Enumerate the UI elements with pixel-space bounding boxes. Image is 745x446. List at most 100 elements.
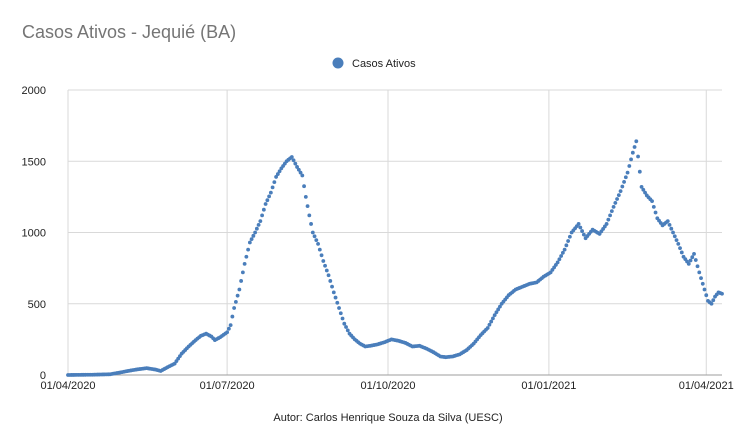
data-point (560, 250, 565, 255)
data-point (632, 145, 637, 149)
data-point (609, 209, 614, 214)
data-point (342, 321, 347, 326)
data-point (263, 202, 268, 206)
data-point (492, 313, 497, 318)
data-point (235, 293, 240, 298)
data-point (305, 204, 310, 209)
data-point (667, 223, 672, 227)
data-point (293, 161, 298, 166)
data-point (340, 316, 345, 321)
gridlines (67, 89, 722, 375)
data-point (303, 194, 308, 199)
data-point (555, 260, 560, 265)
data-point (630, 150, 635, 155)
data-point (637, 169, 642, 174)
data-point (653, 210, 658, 215)
data-point (690, 255, 695, 260)
data-point (267, 194, 271, 199)
x-tick-label: 01/07/2020 (200, 380, 255, 392)
data-point (289, 155, 294, 159)
data-point (498, 304, 502, 309)
data-point (620, 184, 625, 189)
data-point (676, 242, 681, 246)
data-point (333, 295, 338, 300)
data-point (704, 293, 709, 298)
data-point (674, 238, 679, 243)
data-point (604, 222, 609, 226)
data-point (665, 219, 670, 224)
y-tick-label: 0 (40, 370, 46, 382)
data-point (244, 254, 249, 259)
data-point (709, 301, 714, 306)
data-point (256, 223, 261, 227)
data-point (291, 158, 296, 163)
data-point (578, 225, 583, 230)
data-point (344, 325, 348, 329)
data-point (641, 187, 646, 192)
data-point (567, 234, 572, 239)
data-point (328, 279, 333, 283)
data-point (337, 306, 341, 310)
data-point (239, 279, 244, 283)
data-point (274, 175, 278, 179)
data-point (562, 247, 567, 252)
data-point (338, 311, 343, 316)
data-point (629, 157, 633, 162)
data-point (557, 257, 562, 262)
data-point (485, 326, 490, 330)
data-point (309, 222, 313, 226)
y-tick-label: 500 (28, 299, 46, 311)
data-point (265, 198, 270, 203)
data-point (699, 276, 703, 280)
data-point (242, 261, 247, 266)
legend: Casos Ativos (332, 57, 416, 70)
data-points (66, 139, 724, 377)
data-point (489, 319, 494, 324)
data-point (686, 261, 691, 266)
data-point (688, 258, 693, 263)
data-point (639, 185, 644, 189)
data-point (331, 290, 336, 295)
data-point (613, 201, 618, 205)
data-point (258, 219, 263, 224)
data-point (672, 234, 677, 239)
data-point (496, 307, 501, 312)
data-point (559, 254, 564, 258)
data-point (643, 190, 647, 195)
data-point (669, 226, 674, 231)
data-point (650, 199, 654, 204)
data-point (326, 273, 331, 278)
data-point (226, 326, 231, 331)
data-point (240, 270, 245, 275)
legend-label: Casos Ativos (352, 58, 416, 70)
data-point (700, 281, 705, 286)
data-point (249, 237, 254, 242)
data-point (228, 323, 233, 328)
data-point (302, 184, 306, 189)
y-tick-label: 2000 (22, 85, 46, 97)
axes: 0 500 1000 1500 2000 01/04/2020 01/07/2020 01/1… (22, 85, 734, 392)
x-tick-label: 01/10/2020 (360, 380, 415, 392)
data-point (634, 139, 639, 144)
data-point (295, 165, 299, 169)
data-point (312, 234, 317, 239)
data-point (298, 170, 303, 175)
data-point (225, 330, 230, 335)
data-point (625, 170, 630, 175)
data-point (618, 189, 623, 194)
data-point (254, 226, 259, 231)
data-point (622, 180, 626, 184)
data-point (678, 246, 682, 251)
data-point (671, 230, 675, 235)
data-point (345, 328, 350, 333)
data-point (330, 284, 334, 289)
data-point (711, 298, 716, 303)
data-point (487, 322, 492, 327)
data-point (319, 253, 324, 258)
data-point (623, 175, 628, 180)
data-point (270, 185, 275, 190)
data-point (606, 217, 611, 222)
data-point (692, 251, 696, 256)
data-point (300, 173, 305, 178)
